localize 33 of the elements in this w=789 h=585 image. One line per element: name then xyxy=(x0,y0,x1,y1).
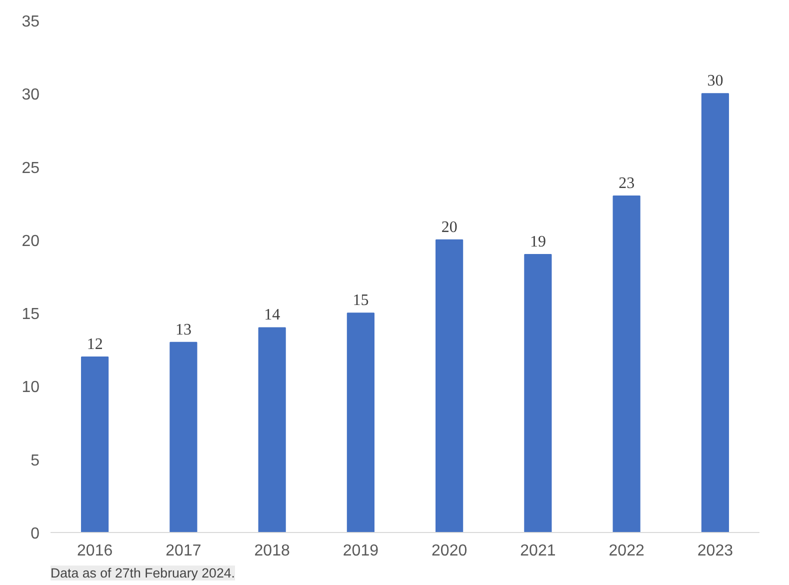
bar xyxy=(436,239,464,532)
y-tick-label: 0 xyxy=(30,526,40,542)
data-label: 19 xyxy=(530,234,546,251)
bar xyxy=(81,356,109,532)
data-label: 14 xyxy=(264,306,280,324)
x-tick-label: 2018 xyxy=(254,542,290,560)
x-tick-label: 2023 xyxy=(697,542,734,560)
y-tick-label: 5 xyxy=(30,452,40,470)
y-tick-label: 35 xyxy=(22,14,40,30)
y-tick-label: 30 xyxy=(22,86,40,104)
y-tick-label: 25 xyxy=(22,160,40,177)
data-label: 30 xyxy=(707,72,724,90)
data-label: 12 xyxy=(86,336,103,353)
bar xyxy=(170,342,198,532)
bar xyxy=(346,312,374,532)
x-tick-label: 2021 xyxy=(520,542,556,560)
bar xyxy=(701,93,729,532)
bar xyxy=(524,254,552,532)
data-label: 13 xyxy=(175,321,192,338)
x-tick-label: 2020 xyxy=(432,542,468,560)
text: Data as of 27th February 2024. xyxy=(50,566,235,580)
data-label: 23 xyxy=(618,175,635,192)
bar xyxy=(612,196,640,532)
bar xyxy=(258,327,286,532)
y-tick-label: 15 xyxy=(22,306,40,324)
x-tick-label: 2017 xyxy=(166,542,202,560)
x-tick-label: 2022 xyxy=(608,542,644,560)
y-tick-label: 20 xyxy=(22,232,40,250)
data-label: 20 xyxy=(441,218,458,236)
x-tick-label: 2019 xyxy=(342,542,379,560)
data-label: 15 xyxy=(352,292,369,310)
y-tick-label: 10 xyxy=(22,379,40,396)
x-tick-label: 2016 xyxy=(77,542,113,560)
